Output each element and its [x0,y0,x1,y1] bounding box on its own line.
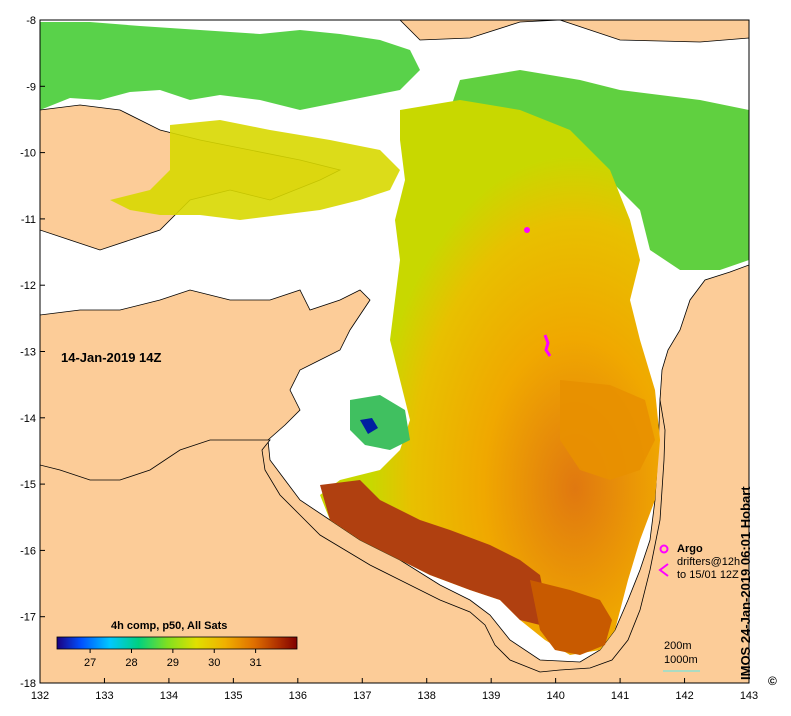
contour-1000m-label: 1000m [664,654,698,666]
sst-southeast-hot [530,580,612,655]
y-tick-label: -13 [20,347,36,359]
sst-north-green [40,22,420,110]
land-cape-york [40,264,749,683]
x-tick-label: 135 [224,690,242,702]
drifters-legend-label: drifters@12h [677,556,741,568]
x-axis: 132 133 134 135 136 137 138 139 140 141 142 143 [31,678,758,702]
imos-credit: IMOS 24-Jan-2019 06:01 Hobart [738,486,753,680]
colorbar [56,636,298,650]
y-tick-label: -9 [26,81,36,93]
x-tick-label: 136 [289,690,307,702]
argo-legend-icon [659,544,669,554]
x-tick-label: 134 [160,690,178,702]
x-tick-label: 140 [546,690,564,702]
y-tick-label: -11 [21,214,36,226]
y-tick-label: -16 [20,545,36,557]
colorbar-tick-label: 31 [249,657,261,669]
sst-south-hot [320,480,545,625]
y-axis: -8 -9 -10 -11 -12 -13 -14 -15 -16 -17 -18 [20,15,45,690]
x-tick-label: 133 [95,690,113,702]
x-tick-label: 137 [353,690,371,702]
sst-blue-patch [360,418,378,434]
drifters-range-label: to 15/01 12Z [677,569,739,581]
copyright-icon: © [768,674,777,688]
argo-float-marker [524,227,530,233]
sst-west-cloud-yellow [110,120,400,220]
map-date-label: 14-Jan-2019 14Z [61,350,162,365]
drifter-legend-icon [658,563,669,577]
y-tick-label: -8 [26,15,36,27]
x-tick-label: 132 [31,690,49,702]
colorbar-tick-label: 27 [84,657,96,669]
x-tick-label: 141 [611,690,629,702]
y-tick-label: -17 [20,612,36,624]
y-tick-label: -18 [20,678,36,690]
argo-legend-label: Argo [677,543,703,555]
x-tick-label: 143 [740,690,758,702]
sst-green-patch [350,395,410,450]
colorbar-tick-label: 29 [167,657,179,669]
colorbar-tick-label: 30 [208,657,220,669]
colorbar-title: 4h comp, p50, All Sats [111,620,228,632]
y-tick-label: -12 [20,280,36,292]
y-tick-label: -10 [20,148,36,160]
x-tick-label: 139 [482,690,500,702]
colorbar-tick-label: 28 [125,657,137,669]
y-tick-label: -14 [20,413,36,425]
drifter-track [543,334,552,357]
colorbar-ticks: 27 28 29 30 31 [84,649,262,669]
x-tick-label: 138 [418,690,436,702]
y-tick-label: -15 [20,479,36,491]
contour-200m-label: 200m [664,640,692,652]
sst-east-orange [560,380,655,480]
x-tick-label: 142 [675,690,693,702]
